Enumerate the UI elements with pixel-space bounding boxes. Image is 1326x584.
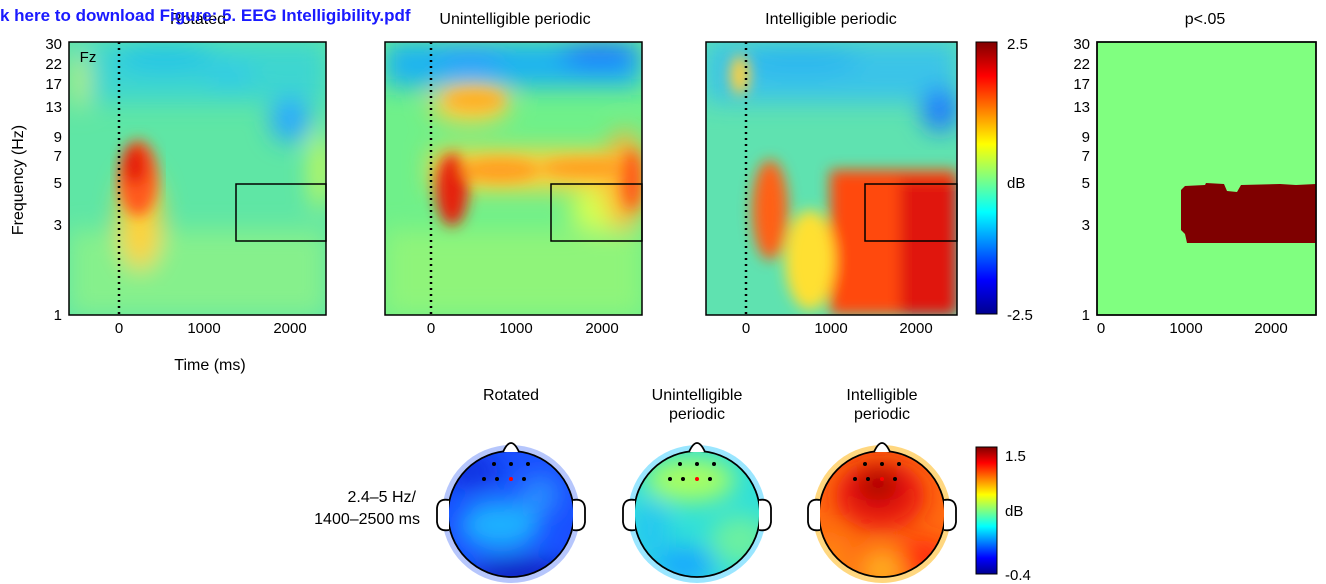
ytick-13: 13 <box>45 99 62 116</box>
ear-left <box>436 498 450 532</box>
xtick-2000: 2000 <box>899 320 932 337</box>
xtick-0: 0 <box>427 320 435 337</box>
electrode-fz <box>509 477 513 481</box>
ytick-9: 9 <box>54 129 62 146</box>
electrode-fz <box>695 477 699 481</box>
panel-title: Intelligible periodic <box>765 11 897 28</box>
electrode-label-fz: Fz <box>80 49 97 66</box>
colorbar-tf: 2.5 dB -2.5 <box>975 36 1033 324</box>
ear-right <box>572 498 586 532</box>
colorbar-min: -0.4 <box>1005 567 1031 584</box>
electrodes <box>482 462 530 481</box>
topoplot-intelligible: Intelligible periodic <box>807 387 957 583</box>
electrodes <box>668 462 716 481</box>
ytick-17: 17 <box>45 76 62 93</box>
colorbar-topo: 1.5 dB -0.4 <box>975 446 1031 584</box>
ytick-3: 3 <box>54 217 62 234</box>
ytick-5: 5 <box>54 175 62 192</box>
colorbar-label: dB <box>1005 503 1023 520</box>
tf-heatmap <box>385 42 642 315</box>
tf-heatmap <box>69 42 326 315</box>
x-axis-label: Time (ms) <box>174 357 245 374</box>
topo-row-label-line2: 1400–2500 ms <box>314 511 420 528</box>
panel-title: p<.05 <box>1185 11 1226 28</box>
tf-heatmap <box>706 42 957 315</box>
significance-panel: p<.05 30 22 17 13 9 7 5 3 1 0 1000 2000 <box>1073 11 1317 337</box>
roi-box <box>550 183 643 242</box>
xtick-2000: 2000 <box>1254 320 1287 337</box>
electrode-fz <box>880 477 884 481</box>
xtick-0: 0 <box>1097 320 1105 337</box>
xtick-1000: 1000 <box>187 320 220 337</box>
ytick-13: 13 <box>1073 99 1090 116</box>
colorbar-min: -2.5 <box>1007 307 1033 324</box>
ytick-30: 30 <box>45 36 62 53</box>
roi-box <box>235 183 327 242</box>
ytick-1: 1 <box>54 307 62 324</box>
ytick-22: 22 <box>1073 56 1090 73</box>
xtick-2000: 2000 <box>585 320 618 337</box>
ytick-7: 7 <box>54 148 62 165</box>
y-axis-label: Frequency (Hz) <box>10 125 27 235</box>
xtick-0: 0 <box>742 320 750 337</box>
topo-title-line2: periodic <box>854 406 910 423</box>
ytick-3: 3 <box>1082 217 1090 234</box>
colorbar-max: 2.5 <box>1007 36 1028 53</box>
colorbar-max: 1.5 <box>1005 448 1026 465</box>
ytick-22: 22 <box>45 56 62 73</box>
ear-left <box>807 498 821 532</box>
ear-left <box>622 498 636 532</box>
nose <box>873 442 891 453</box>
xtick-0: 0 <box>115 320 123 337</box>
topoplot-unintelligible: Unintelligible periodic <box>622 387 772 583</box>
topo-row-label-line1: 2.4–5 Hz/ <box>348 489 417 506</box>
xtick-1000: 1000 <box>1169 320 1202 337</box>
ear-right <box>758 498 772 532</box>
nonsignificant-area <box>1096 41 1317 316</box>
ytick-5: 5 <box>1082 175 1090 192</box>
topo-title-line2: periodic <box>669 406 725 423</box>
ear-right <box>943 498 957 532</box>
topoplot-rotated: Rotated <box>436 387 586 583</box>
xtick-1000: 1000 <box>499 320 532 337</box>
ytick-1: 1 <box>1082 307 1090 324</box>
xtick-2000: 2000 <box>273 320 306 337</box>
topo-row-label: 2.4–5 Hz/ 1400–2500 ms <box>314 489 420 528</box>
ytick-7: 7 <box>1082 148 1090 165</box>
roi-box <box>864 183 958 242</box>
xtick-1000: 1000 <box>814 320 847 337</box>
y-axis-labels: 30 22 17 13 9 7 5 3 1 <box>45 36 62 324</box>
nose <box>688 442 706 453</box>
topo-title-line1: Unintelligible <box>652 387 743 404</box>
download-figure-link[interactable]: k here to download Figure: 5. EEG Intell… <box>0 6 411 25</box>
significant-region <box>1181 183 1316 243</box>
topo-title: Rotated <box>483 387 539 404</box>
panel-title: Unintelligible periodic <box>439 11 590 28</box>
tf-panel-intelligible: Intelligible periodic 0 1000 2000 <box>705 11 958 337</box>
ytick-17: 17 <box>1073 76 1090 93</box>
tf-panel-unintelligible: Unintelligible periodic <box>384 11 643 337</box>
ytick-30: 30 <box>1073 36 1090 53</box>
nose <box>502 442 520 453</box>
electrodes <box>853 462 901 481</box>
panel-title: Rotated <box>170 11 226 28</box>
tf-panel-rotated: Rotated Fz 30 22 17 <box>10 11 327 374</box>
ytick-9: 9 <box>1082 129 1090 146</box>
topo-title-line1: Intelligible <box>846 387 917 404</box>
colorbar-label: dB <box>1007 175 1025 192</box>
